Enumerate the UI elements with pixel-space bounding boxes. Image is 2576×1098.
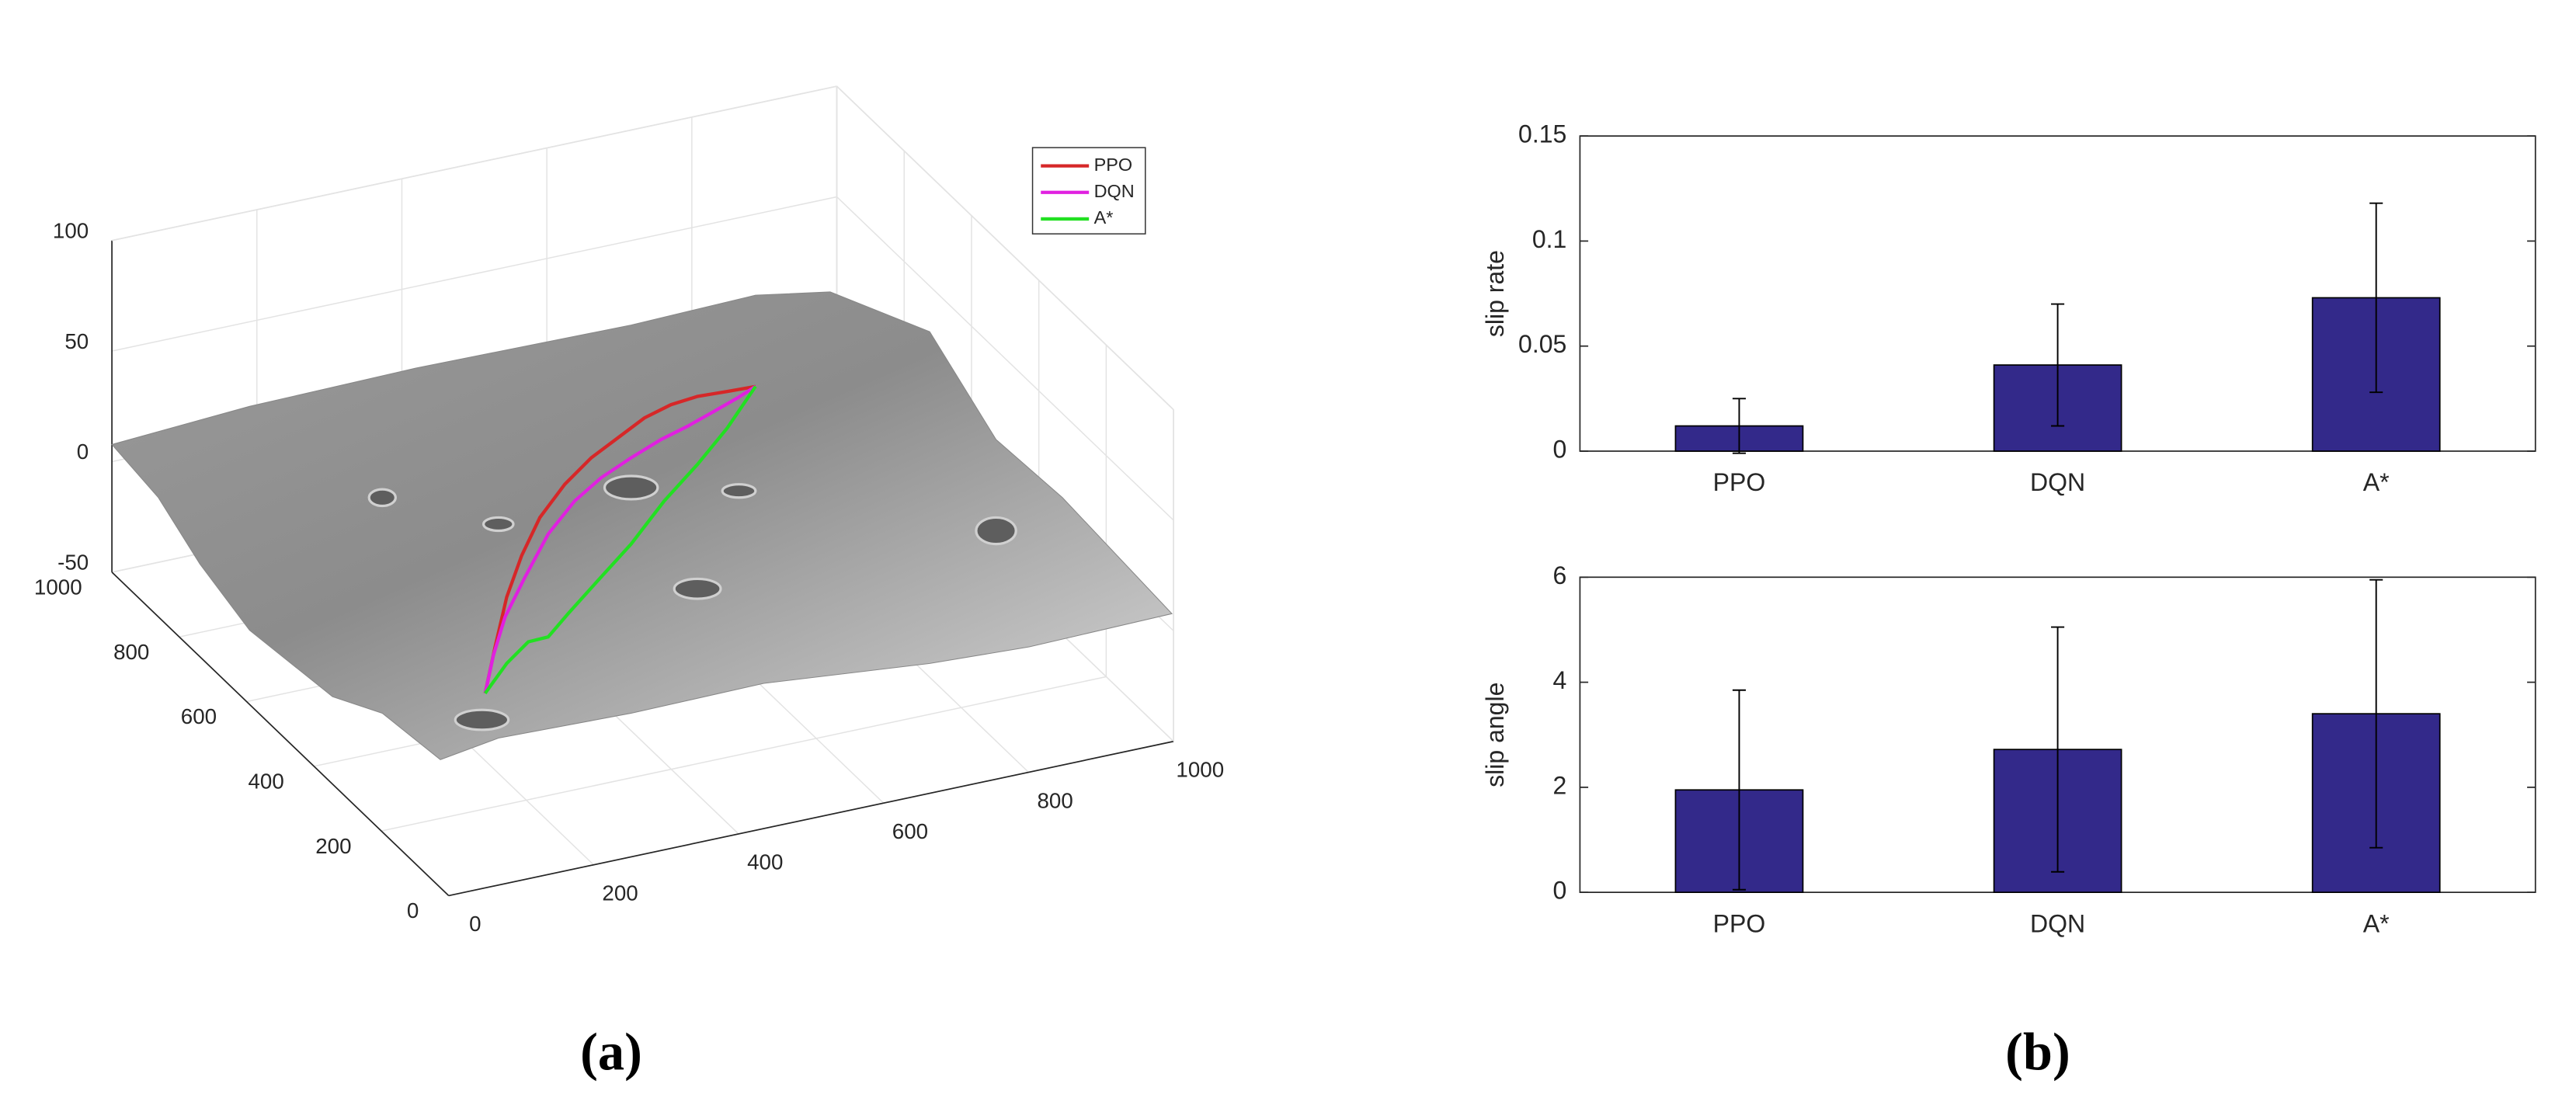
axis-line bbox=[448, 740, 1174, 897]
grid-line bbox=[111, 196, 837, 352]
z-tick-label: -50 bbox=[57, 551, 89, 575]
crater bbox=[367, 488, 397, 508]
y-tick-label: 0 bbox=[407, 898, 419, 923]
x-tick-label: 0 bbox=[469, 912, 481, 936]
crater bbox=[603, 474, 659, 501]
crater bbox=[481, 516, 515, 533]
x-tick-label: PPO bbox=[1713, 909, 1766, 937]
z-tick-label: 0 bbox=[77, 440, 89, 464]
y-tick-label: 200 bbox=[315, 834, 351, 858]
y-tick-label: 0.15 bbox=[1518, 120, 1566, 148]
x-tick-label: DQN bbox=[2030, 468, 2085, 496]
path-line bbox=[483, 384, 756, 694]
y-tick-label: 400 bbox=[249, 769, 284, 793]
y-tick-label: 0.1 bbox=[1532, 225, 1567, 253]
path-line bbox=[483, 385, 757, 695]
x-tick-label: 400 bbox=[747, 850, 783, 874]
y-tick-label: 1000 bbox=[34, 575, 82, 599]
y-axis-label: slip angle bbox=[1481, 683, 1509, 787]
path-line bbox=[483, 384, 757, 694]
z-tick-label: 100 bbox=[53, 218, 89, 242]
x-tick-label: A* bbox=[2363, 909, 2390, 937]
x-tick-label: A* bbox=[2363, 468, 2390, 496]
x-tick-label: 800 bbox=[1037, 788, 1072, 812]
terrain-surface bbox=[111, 291, 1173, 760]
y-tick-label: 2 bbox=[1553, 771, 1567, 799]
axis-line bbox=[111, 572, 450, 897]
crater bbox=[975, 516, 1017, 546]
legend-label: PPO bbox=[1094, 155, 1133, 175]
y-tick-label: 6 bbox=[1553, 561, 1567, 589]
crater bbox=[454, 708, 510, 731]
axis-line bbox=[111, 85, 837, 241]
crater bbox=[673, 577, 722, 600]
y-axis-label: slip rate bbox=[1481, 250, 1509, 337]
grid-line bbox=[381, 676, 1107, 832]
crater bbox=[721, 483, 757, 499]
x-tick-label: PPO bbox=[1713, 468, 1766, 496]
y-tick-label: 0 bbox=[1553, 435, 1567, 463]
y-tick-label: 600 bbox=[181, 704, 217, 728]
y-tick-label: 0 bbox=[1553, 877, 1567, 905]
x-tick-label: 1000 bbox=[1176, 758, 1224, 782]
z-tick-label: 50 bbox=[64, 329, 89, 353]
panel-label: (a) bbox=[580, 1023, 642, 1082]
legend-label: DQN bbox=[1094, 181, 1135, 201]
y-tick-label: 800 bbox=[113, 640, 149, 664]
panel-label: (b) bbox=[2005, 1023, 2070, 1082]
grid-line bbox=[836, 196, 1174, 521]
axis-line bbox=[836, 85, 1174, 411]
x-tick-label: DQN bbox=[2030, 909, 2085, 937]
x-tick-label: 200 bbox=[602, 881, 638, 905]
y-tick-label: 0.05 bbox=[1518, 330, 1566, 358]
y-tick-label: 4 bbox=[1553, 666, 1567, 694]
legend-label: A* bbox=[1094, 207, 1114, 228]
x-tick-label: 600 bbox=[892, 819, 928, 843]
